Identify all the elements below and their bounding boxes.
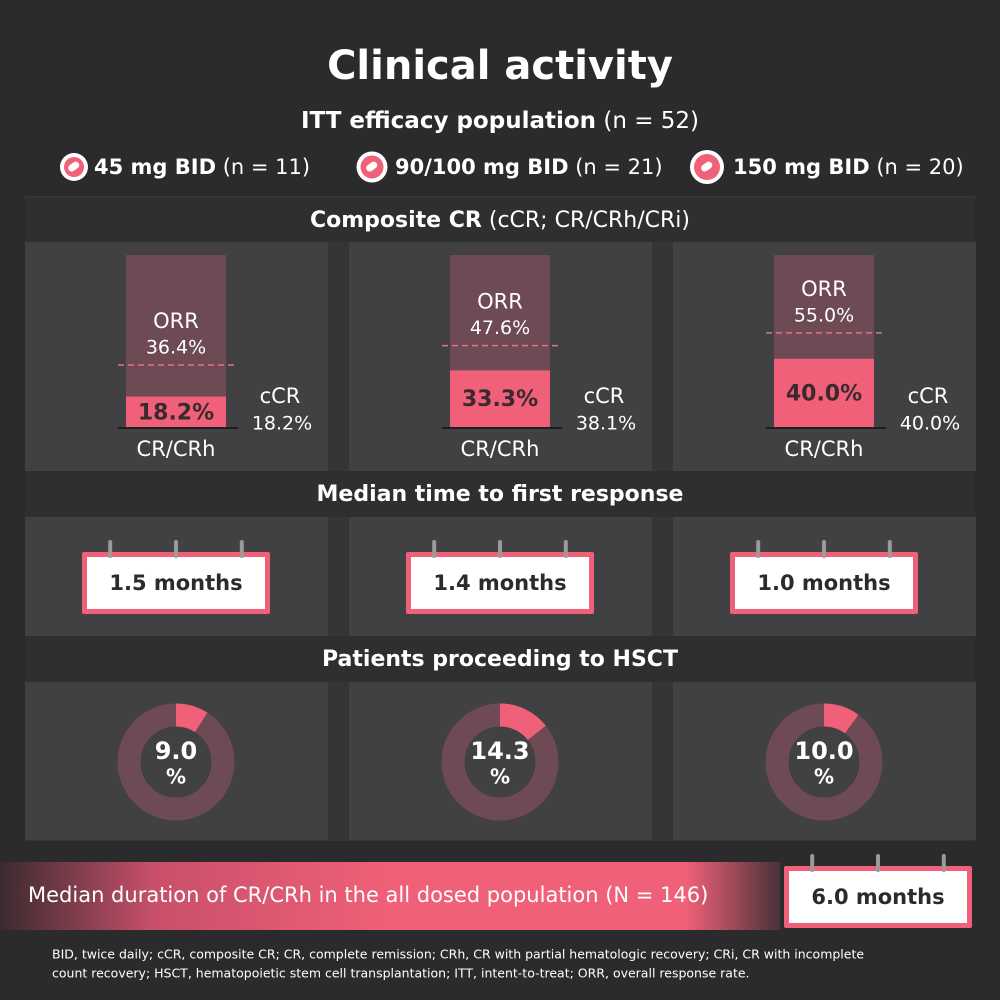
dynamic: Composite CR (cCR; CR/CRh/CRi) Median tim… bbox=[25, 150, 976, 928]
ccr-value: 40.0% bbox=[900, 413, 960, 435]
calendar-ring bbox=[108, 540, 113, 558]
calendar-value: 1.4 months bbox=[433, 571, 566, 595]
dose-name: 45 mg BID bbox=[94, 155, 216, 179]
calendar-ring bbox=[941, 854, 946, 872]
orr-label: ORR bbox=[153, 309, 199, 333]
donut-arc bbox=[765, 703, 883, 821]
section-sub: (cCR; CR/CRh/CRi) bbox=[489, 208, 690, 233]
cr-crh-bar bbox=[126, 396, 226, 428]
ccr-label: cCR bbox=[260, 384, 301, 408]
ccr-label: cCR bbox=[908, 384, 949, 408]
section-title: Patients proceeding to HSCT bbox=[322, 647, 678, 672]
cr-crh-label: CR/CRh bbox=[461, 437, 540, 461]
subtitle-n: (n = 52) bbox=[603, 108, 699, 134]
cr-crh-bar bbox=[774, 358, 874, 428]
section-header bbox=[25, 636, 975, 682]
ccr-value: 18.2% bbox=[252, 413, 312, 435]
dose-n: (n = 21) bbox=[575, 155, 662, 179]
section-title-bold: Patients proceeding to HSCT bbox=[322, 647, 678, 672]
donut-value: 9.0 bbox=[155, 737, 198, 765]
calendar-ring bbox=[432, 540, 437, 558]
dose-icon-pill bbox=[366, 161, 378, 172]
cr-crh-value: 40.0% bbox=[786, 381, 862, 406]
calendar-value: 1.0 months bbox=[757, 571, 890, 595]
title: Clinical activity bbox=[327, 43, 673, 89]
calendar-face bbox=[789, 871, 967, 923]
calendar-ring bbox=[756, 540, 761, 558]
subtitle-bold: ITT efficacy population bbox=[301, 108, 596, 134]
duration-text: Median duration of CR/CRh in the all dos… bbox=[28, 883, 708, 907]
section-title: Median time to first response bbox=[317, 482, 684, 507]
donut-value: 10.0 bbox=[794, 737, 853, 765]
calendar-value: 6.0 months bbox=[811, 885, 944, 909]
section-title-bold: Composite CR bbox=[310, 208, 482, 233]
dose-header: 45 mg BID (n = 11) bbox=[94, 155, 310, 179]
donut-value: 14.3 bbox=[470, 737, 529, 765]
cr-crh-value: 33.3% bbox=[462, 387, 538, 412]
calendar-value: 1.5 months bbox=[109, 571, 242, 595]
dose-header: 150 mg BID (n = 20) bbox=[733, 155, 964, 179]
section-header bbox=[25, 198, 975, 242]
donut-arc bbox=[441, 703, 559, 821]
calendar-ring bbox=[876, 854, 880, 872]
calendar-ring bbox=[810, 854, 815, 872]
calendar-ring bbox=[174, 540, 178, 558]
cr-crh-label: CR/CRh bbox=[785, 437, 864, 461]
section-title-bold: Median time to first response bbox=[317, 482, 684, 507]
calendar-face bbox=[411, 557, 589, 609]
footnote: BID, twice daily; cCR, composite CR; CR,… bbox=[52, 947, 864, 962]
cr-crh-value: 18.2% bbox=[138, 400, 214, 425]
orr-label: ORR bbox=[477, 290, 523, 314]
dose-name: 150 mg BID bbox=[733, 155, 870, 179]
calendar-ring bbox=[239, 540, 244, 558]
orr-value: 55.0% bbox=[794, 304, 854, 326]
orr-value: 36.4% bbox=[146, 337, 206, 359]
calendar-ring bbox=[563, 540, 568, 558]
dose-header: 90/100 mg BID (n = 21) bbox=[395, 155, 663, 179]
duration-band bbox=[0, 862, 780, 930]
section-header bbox=[25, 471, 975, 517]
footnote: count recovery; HSCT, hematopoietic stem… bbox=[52, 966, 750, 981]
cr-crh-bar bbox=[450, 370, 550, 428]
dose-name: 90/100 mg BID bbox=[395, 155, 569, 179]
calendar-face bbox=[735, 557, 913, 609]
ccr-value: 38.1% bbox=[576, 413, 636, 435]
orr-value: 47.6% bbox=[470, 317, 530, 339]
calendar-face bbox=[87, 557, 265, 609]
cr-crh-label: CR/CRh bbox=[137, 437, 216, 461]
donut-unit: % bbox=[490, 765, 510, 789]
calendar-ring bbox=[498, 540, 502, 558]
subtitle: ITT efficacy population (n = 52) bbox=[301, 108, 699, 134]
dose-n: (n = 11) bbox=[223, 155, 310, 179]
donut-unit: % bbox=[166, 765, 186, 789]
donut-unit: % bbox=[814, 765, 834, 789]
section-title: Composite CR (cCR; CR/CRh/CRi) bbox=[310, 208, 690, 233]
calendar-ring bbox=[822, 540, 826, 558]
donut-arc bbox=[117, 703, 235, 821]
dose-n: (n = 20) bbox=[876, 155, 963, 179]
calendar-ring bbox=[887, 540, 892, 558]
orr-label: ORR bbox=[801, 277, 847, 301]
dose-icon-pill bbox=[701, 161, 713, 172]
dose-icon-pill bbox=[68, 161, 80, 172]
ccr-label: cCR bbox=[584, 384, 625, 408]
